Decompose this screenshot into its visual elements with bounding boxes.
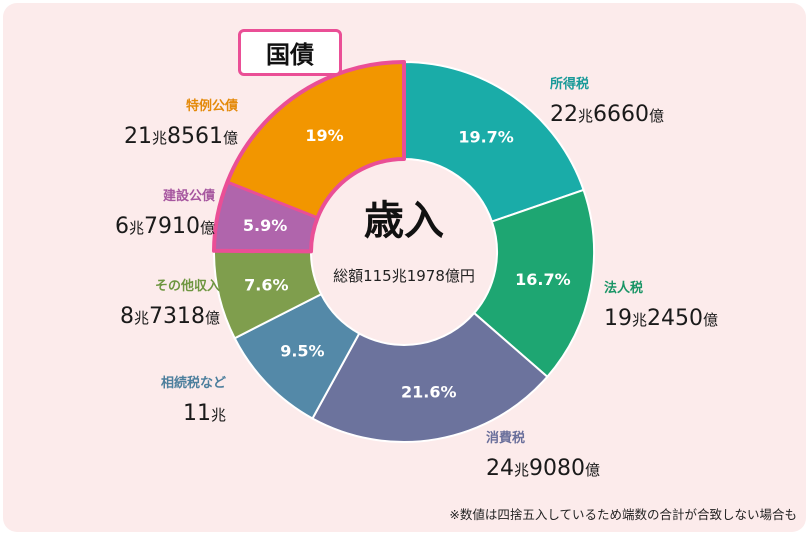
bond-highlight-outline: [212, 60, 406, 254]
slice-amount-7: 21兆8561億: [124, 124, 238, 149]
slice-percent-7: 19%: [305, 126, 343, 145]
slice-percent-2: 16.7%: [515, 270, 571, 289]
slice-percent-1: 19.7%: [458, 128, 514, 147]
bond-divider: [226, 180, 319, 220]
slice-amount-6: 6兆7910億: [115, 214, 215, 239]
footnote: ※数値は四捨五入しているため端数の合計が合致しない場合も: [449, 507, 797, 522]
slice-name-5: その他収入: [155, 278, 220, 294]
slice-2: [472, 188, 595, 379]
slice-percent-4: 9.5%: [280, 341, 324, 360]
slice-name-2: 法人税: [604, 280, 643, 296]
slice-percent-6: 5.9%: [243, 216, 287, 235]
slice-amount-4: 11兆: [183, 401, 226, 426]
slice-amount-3: 24兆9080億: [486, 456, 600, 481]
slice-3: [311, 311, 549, 443]
slice-amount-5: 8兆7318億: [120, 304, 220, 329]
slice-name-7: 特例公債: [186, 98, 238, 114]
center-total: 総額115兆1978億円: [333, 267, 475, 285]
slice-percent-5: 7.6%: [244, 276, 288, 295]
slice-1: [403, 60, 585, 223]
slice-name-4: 相続税など: [161, 375, 226, 391]
slice-name-6: 建設公債: [163, 188, 215, 204]
slice-name-1: 所得税: [550, 76, 589, 92]
slice-amount-1: 22兆6660億: [550, 102, 664, 127]
center-title: 歳入: [364, 198, 444, 244]
bond-callout: 国債: [238, 29, 342, 76]
slice-percent-3: 21.6%: [401, 382, 457, 401]
slice-amount-2: 19兆2450億: [604, 306, 718, 331]
slice-name-3: 消費税: [486, 430, 525, 446]
